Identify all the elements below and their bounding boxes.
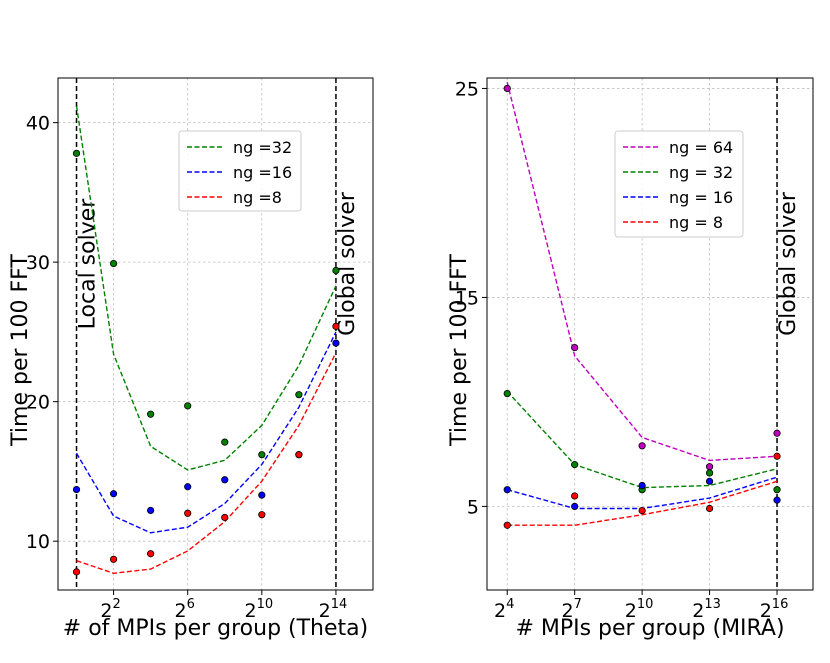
data-point xyxy=(773,486,781,494)
x-tick-exponent: 6 xyxy=(187,597,195,612)
legend: ng = 64 ng = 32 ng = 16 ng = 8 xyxy=(614,130,744,238)
legend: ng =32 ng =16 ng =8 xyxy=(178,130,302,212)
series-line xyxy=(75,105,337,471)
legend-entry: ng = 64 xyxy=(669,138,733,157)
x-tick-exponent: 4 xyxy=(506,597,514,612)
data-point xyxy=(72,568,81,576)
data-point xyxy=(571,461,579,469)
series-line xyxy=(506,82,778,462)
data-point xyxy=(571,492,579,500)
y-tick-label: 25 xyxy=(455,78,479,100)
y-tick-label: 40 xyxy=(26,113,50,135)
legend-entry: ng = 32 xyxy=(669,163,733,182)
data-point xyxy=(72,149,81,157)
data-point xyxy=(571,502,579,511)
data-point xyxy=(638,506,646,515)
legend-entry: ng =8 xyxy=(233,188,282,207)
axes-frame xyxy=(57,77,374,591)
x-axis-label: # MPIs per group (MIRA) xyxy=(515,616,784,641)
data-point xyxy=(332,339,340,347)
data-point xyxy=(258,451,266,459)
data-point xyxy=(503,389,511,398)
legend-box xyxy=(614,130,744,238)
data-point xyxy=(773,429,781,437)
data-point xyxy=(705,504,714,513)
x-tick-exponent: 10 xyxy=(637,597,654,612)
x-tick-label: 24 xyxy=(494,597,514,622)
x-axis-label: # of MPIs per group (Theta) xyxy=(63,616,368,641)
data-point xyxy=(295,391,303,399)
x-tick-exponent: 13 xyxy=(704,597,721,612)
x-tick-exponent: 7 xyxy=(574,597,582,612)
data-point xyxy=(638,442,646,450)
legend-entry: ng = 16 xyxy=(669,188,733,207)
data-point xyxy=(705,469,714,477)
data-point xyxy=(705,463,714,471)
data-point xyxy=(147,410,155,418)
data-point xyxy=(503,84,511,93)
y-tick-label: 30 xyxy=(26,252,50,274)
series-line xyxy=(507,480,778,526)
series-line xyxy=(75,331,337,534)
data-point xyxy=(258,511,266,519)
data-point xyxy=(72,485,81,494)
data-point xyxy=(109,259,118,268)
y-axis-label: Time per 100 FFT xyxy=(447,254,472,447)
y-tick-label: 15 xyxy=(455,287,479,309)
legend-entry: ng = 8 xyxy=(669,213,723,232)
x-tick-exponent: 2 xyxy=(112,597,120,612)
data-point xyxy=(571,343,579,352)
y-axis-label: Time per 100 FFT xyxy=(8,254,33,447)
vline-label: Global solver xyxy=(776,191,801,336)
data-point xyxy=(295,451,303,459)
data-point xyxy=(773,496,781,504)
data-point xyxy=(147,506,155,515)
data-point xyxy=(705,477,714,485)
data-point xyxy=(147,550,155,558)
data-point xyxy=(258,491,266,499)
data-point xyxy=(221,438,229,446)
data-point xyxy=(184,402,192,410)
data-point xyxy=(221,476,229,484)
data-point xyxy=(184,483,192,491)
data-point xyxy=(332,322,340,330)
vline-label: Global solver xyxy=(335,191,360,336)
data-point xyxy=(638,481,646,490)
vline-label: Local solver xyxy=(76,198,101,330)
data-point xyxy=(773,452,781,460)
legend-entry: ng =32 xyxy=(233,138,292,157)
y-tick-label: 20 xyxy=(26,392,50,414)
x-tick-exponent: 16 xyxy=(772,597,789,612)
y-tick-label: 5 xyxy=(467,496,479,518)
data-point xyxy=(332,266,340,275)
data-point xyxy=(109,555,118,563)
data-point xyxy=(184,509,192,517)
data-point xyxy=(221,513,229,522)
data-point xyxy=(503,521,511,529)
data-point xyxy=(503,486,511,494)
series-line xyxy=(76,352,337,574)
x-tick-exponent: 14 xyxy=(331,597,348,612)
y-tick-label: 10 xyxy=(26,531,50,553)
x-tick-exponent: 10 xyxy=(257,597,274,612)
data-point xyxy=(109,490,118,498)
legend-entry: ng =16 xyxy=(233,163,292,182)
axes-frame xyxy=(486,77,814,591)
legend-box xyxy=(178,130,302,212)
